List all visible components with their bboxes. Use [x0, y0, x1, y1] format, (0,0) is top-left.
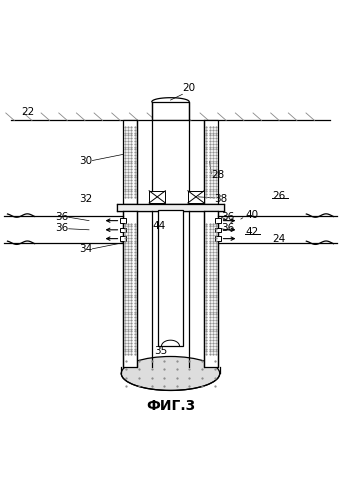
Ellipse shape: [121, 356, 220, 390]
Bar: [120, 219, 125, 223]
Bar: [152, 102, 189, 120]
Text: 20: 20: [182, 83, 195, 93]
Bar: [120, 237, 125, 241]
Text: 30: 30: [79, 156, 92, 166]
Text: 44: 44: [153, 221, 166, 231]
Text: 36: 36: [55, 212, 69, 222]
Bar: [123, 120, 136, 204]
Bar: [120, 228, 125, 232]
Text: 42: 42: [245, 227, 258, 237]
Bar: [152, 120, 189, 204]
Bar: [123, 211, 136, 367]
Text: 34: 34: [79, 245, 92, 254]
Text: ФИГ.3: ФИГ.3: [146, 399, 195, 413]
Text: 22: 22: [21, 107, 34, 117]
Text: 28: 28: [211, 170, 224, 180]
Bar: [205, 211, 218, 367]
Text: 24: 24: [272, 235, 286, 245]
Bar: [216, 228, 221, 232]
Text: 35: 35: [154, 346, 167, 356]
Text: 36: 36: [221, 223, 235, 233]
Bar: [158, 211, 183, 346]
Bar: [205, 120, 218, 204]
Text: 40: 40: [245, 210, 258, 220]
Text: 36: 36: [221, 212, 235, 222]
Bar: [216, 219, 221, 223]
Text: 36: 36: [55, 223, 69, 233]
Bar: [216, 237, 221, 241]
Bar: [149, 191, 165, 203]
Text: 26: 26: [272, 191, 286, 201]
Text: 32: 32: [79, 194, 92, 204]
Text: 38: 38: [214, 194, 228, 204]
Bar: [117, 204, 224, 211]
Bar: [188, 191, 204, 203]
